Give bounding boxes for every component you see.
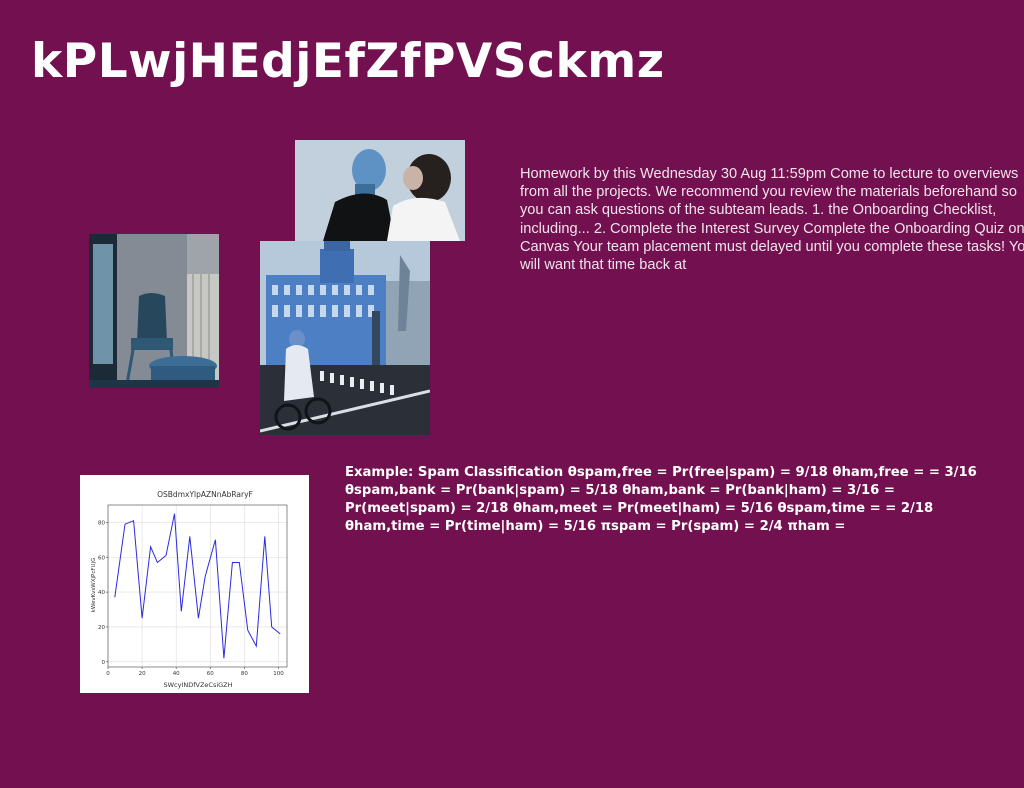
chart-xlabel: SWcyINDfVZeCsiGZH: [163, 681, 232, 689]
chart-ytick-label: 40: [98, 590, 105, 596]
chart-title: OSBdmxYlpAZNnAbRaryF: [157, 490, 253, 499]
chart-xtick-label: 80: [241, 671, 248, 677]
chart-xtick-label: 100: [273, 671, 284, 677]
chart-xtick-label: 60: [207, 671, 214, 677]
homework-paragraph: Homework by this Wednesday 30 Aug 11:59p…: [520, 166, 1024, 274]
chart-xtick-label: 0: [106, 671, 110, 677]
chart-ticks: 0 20 40 60 80 100 0 20 40 60 80: [98, 520, 284, 677]
page-title: kPLwjHEdjEfZfPVSckmz: [31, 34, 665, 89]
chart-xtick-label: 20: [139, 671, 146, 677]
chart-ytick-label: 20: [98, 625, 105, 631]
chart-xtick-label: 40: [173, 671, 180, 677]
spam-classification-text: Example: Spam Classification θspam,free …: [345, 465, 977, 534]
chart-frame: [107, 504, 288, 668]
chart-ytick-label: 80: [98, 520, 105, 526]
photo-kiss: [295, 140, 465, 241]
line-chart: OSBdmxYlpAZNnAbRaryF SWcyINDfVZeCsiGZH k…: [80, 475, 309, 693]
photo-chair: [89, 234, 219, 388]
chart-ylabel: kWevKvsWXjPcFUjG: [91, 558, 97, 613]
chart-svg: OSBdmxYlpAZNnAbRaryF SWcyINDfVZeCsiGZH k…: [80, 475, 309, 693]
chart-ytick-label: 60: [98, 555, 105, 561]
chart-ytick-label: 0: [102, 660, 106, 666]
chart-axes: [107, 504, 288, 668]
photo-palace: [260, 241, 430, 435]
chart-series-line: [114, 513, 281, 659]
